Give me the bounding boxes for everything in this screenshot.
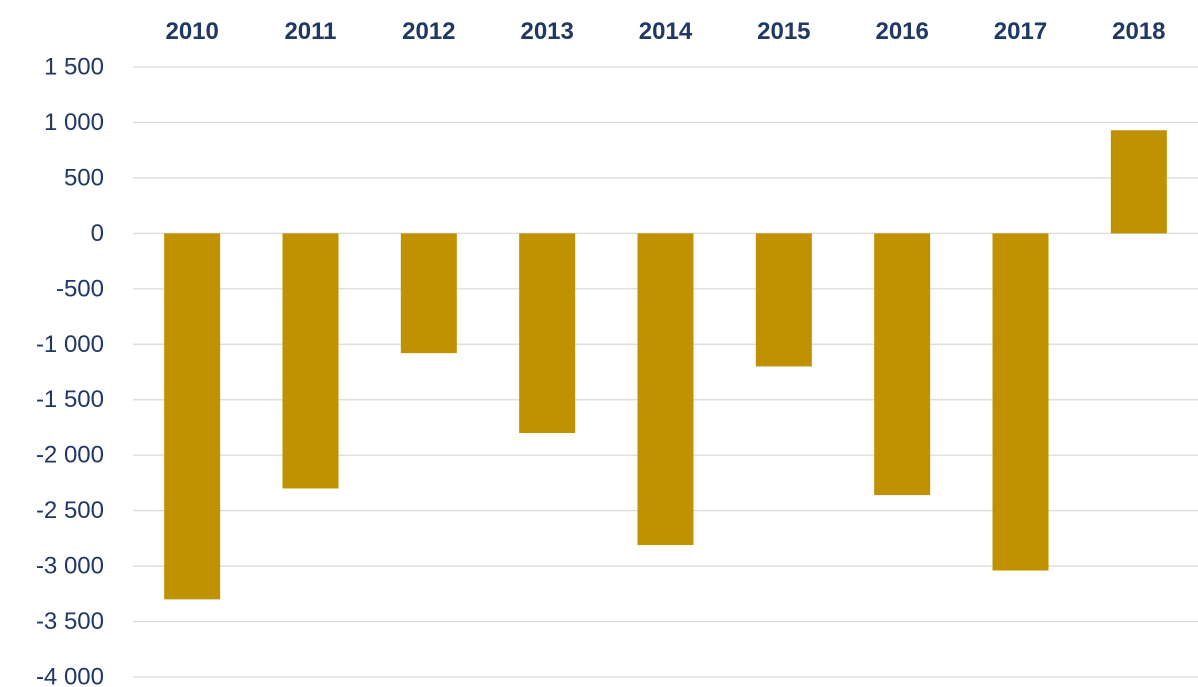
x-category-label: 2016 bbox=[875, 18, 928, 45]
bar-2016 bbox=[874, 233, 931, 496]
x-category-label: 2018 bbox=[1112, 18, 1165, 45]
bar-2015 bbox=[755, 233, 812, 367]
y-tick-label: 0 bbox=[91, 220, 104, 247]
bar-2012 bbox=[400, 233, 457, 354]
x-category-label: 2013 bbox=[520, 18, 573, 45]
bar-2014 bbox=[637, 233, 694, 546]
x-category-label: 2015 bbox=[757, 18, 810, 45]
y-tick-label: -1 500 bbox=[36, 386, 104, 413]
y-tick-label: 1 500 bbox=[44, 54, 104, 81]
bar-2018 bbox=[1110, 130, 1167, 234]
x-category-label: 2012 bbox=[402, 18, 455, 45]
y-tick-label: -2 500 bbox=[36, 497, 104, 524]
x-axis-category-labels: 2010 2011 2012 2013 2014 2015 2016 2017 2018 bbox=[165, 18, 1165, 45]
y-tick-label: 1 000 bbox=[44, 109, 104, 136]
y-tick-label: -3 000 bbox=[36, 553, 104, 580]
y-tick-label: -3 500 bbox=[36, 608, 104, 635]
y-tick-label: -2 000 bbox=[36, 442, 104, 469]
bar-2011 bbox=[282, 233, 339, 489]
bar-2013 bbox=[519, 233, 576, 433]
x-category-label: 2014 bbox=[639, 18, 693, 45]
bar-2010 bbox=[164, 233, 221, 600]
x-category-label: 2011 bbox=[284, 18, 336, 45]
y-tick-label: -1 000 bbox=[36, 331, 104, 358]
y-tick-label: 500 bbox=[64, 164, 104, 191]
bar-2017 bbox=[992, 233, 1049, 571]
bars bbox=[164, 130, 1167, 600]
y-tick-label: -500 bbox=[56, 275, 104, 302]
y-axis-tick-labels: 1 500 1 000 500 0 -500 -1 000 -1 500 -2 000 -2 5… bbox=[36, 54, 104, 687]
x-category-label: 2010 bbox=[165, 18, 218, 45]
x-category-label: 2017 bbox=[994, 18, 1047, 45]
y-tick-label: -4 000 bbox=[36, 664, 104, 687]
